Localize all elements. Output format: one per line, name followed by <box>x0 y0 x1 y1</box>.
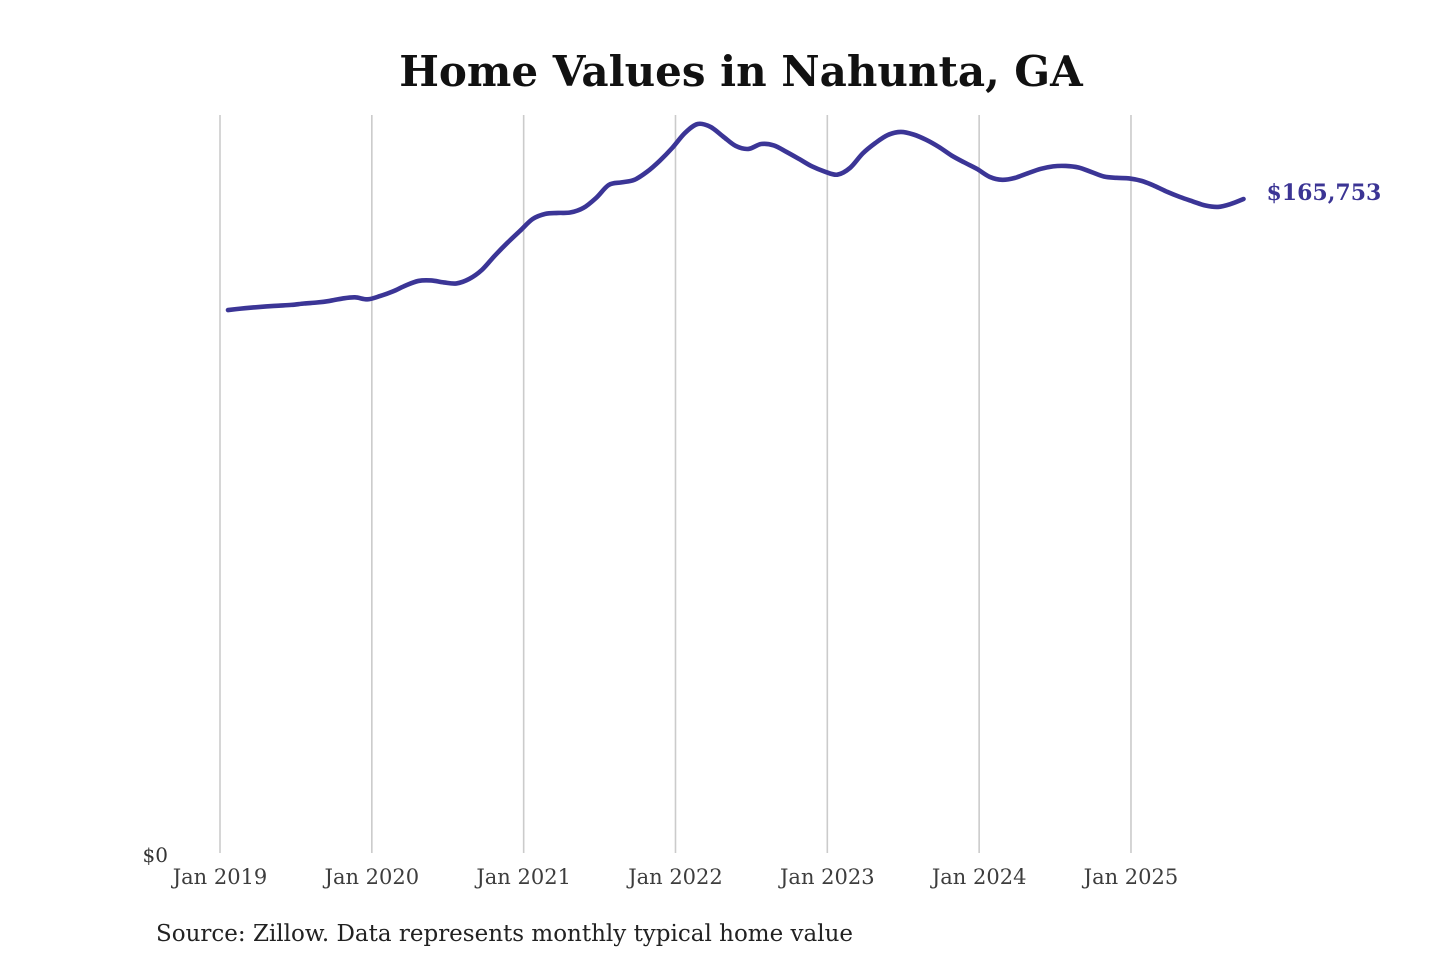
x-tick-label: Jan 2024 <box>930 865 1027 889</box>
latest-value-label: $165,753 <box>1267 180 1382 206</box>
x-tick-label: Jan 2025 <box>1082 865 1179 889</box>
x-tick-label: Jan 2022 <box>626 865 723 889</box>
x-axis-tick-labels: Jan 2019 Jan 2020 Jan 2021 Jan 2022 Jan 2023… <box>171 865 1179 889</box>
home-value-line <box>225 121 1246 313</box>
source-note: Source: Zillow. Data represents monthly … <box>156 921 853 947</box>
x-tick-label: Jan 2019 <box>171 865 268 889</box>
x-tick-label: Jan 2023 <box>778 865 875 889</box>
chart-title: Home Values in Nahunta, GA <box>399 47 1084 96</box>
y-axis-zero-label: $0 <box>143 843 168 867</box>
x-tick-label: Jan 2020 <box>323 865 420 889</box>
year-gridlines <box>219 115 1132 853</box>
x-tick-label: Jan 2021 <box>474 865 571 889</box>
